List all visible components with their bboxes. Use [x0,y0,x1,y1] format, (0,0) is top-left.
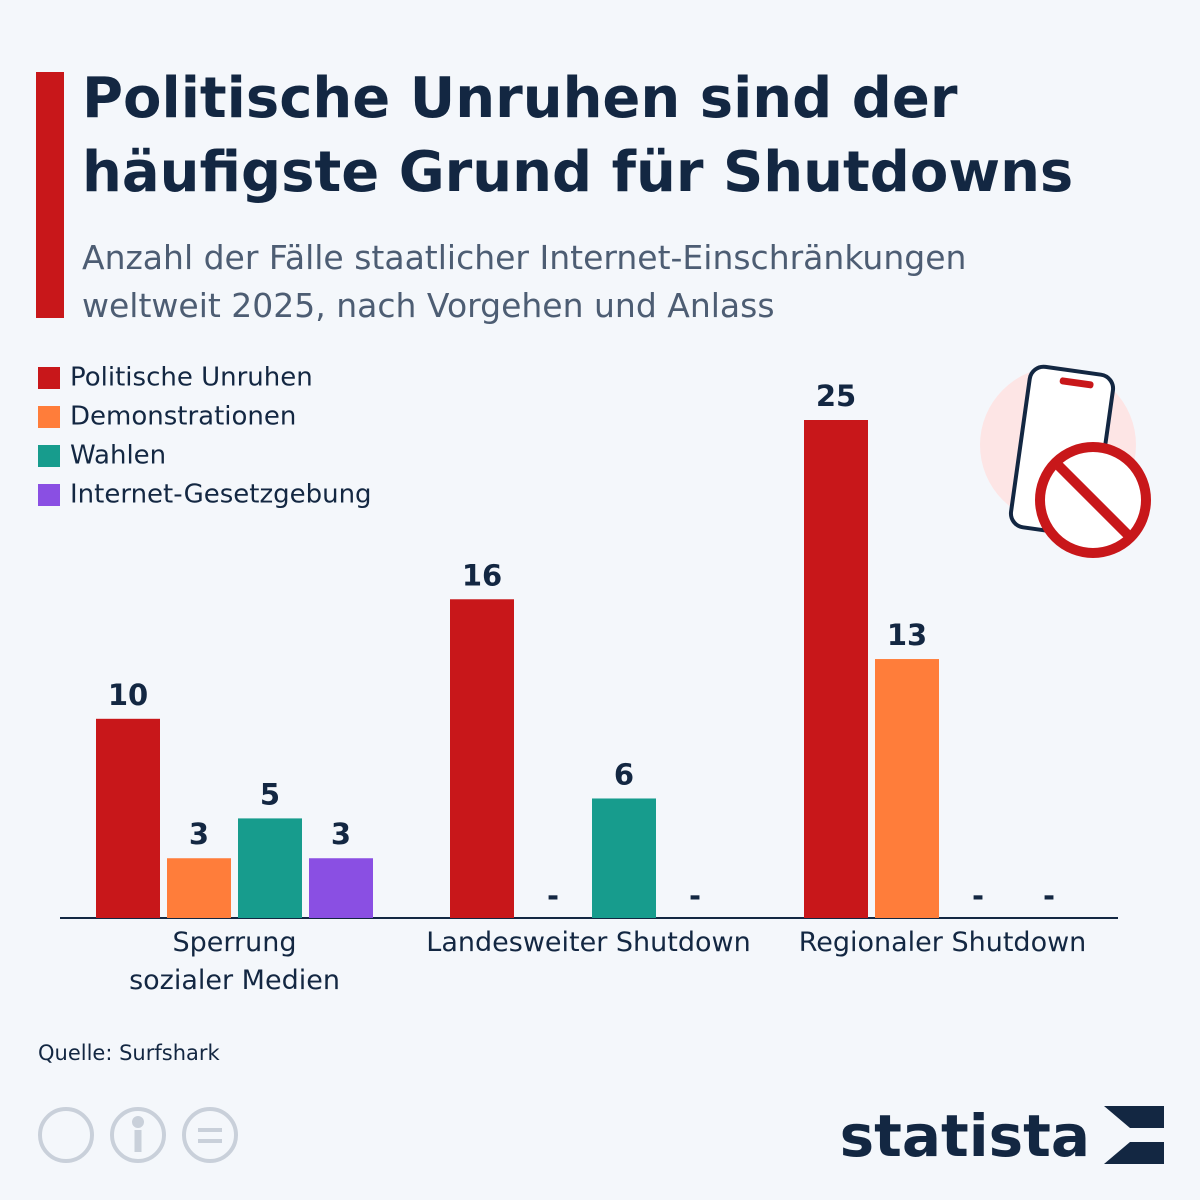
legend-swatch [38,406,60,428]
legend-label: Internet-Gesetzgebung [70,480,372,510]
phone-icon [980,364,1151,558]
value-label: - [972,879,984,913]
value-label: 3 [331,817,351,851]
legend-swatch [38,367,60,389]
legend-swatch [38,445,60,467]
license-icons [38,1107,238,1163]
value-label: - [1043,879,1055,913]
value-label: 13 [887,618,927,652]
legend-swatch [38,484,60,506]
legend-label: Demonstrationen [70,402,296,432]
legend-label: Wahlen [70,441,166,471]
x-tick-label: Sperrung sozialer Medien [129,927,340,996]
bar [167,858,231,918]
subtitle: Anzahl der Fälle staatlicher Internet-Ei… [82,238,967,325]
bar [96,718,160,918]
brand-logo [1104,1106,1164,1164]
brand: statista [840,1102,1090,1170]
value-label: 16 [462,558,502,592]
value-label: - [689,879,701,913]
value-label: - [547,879,559,913]
title: Politische Unruhen sind der häufigste Gr… [82,66,1074,205]
value-label: 25 [816,379,856,413]
bar [309,858,373,918]
bar [592,798,656,918]
bar [804,420,868,918]
accent-bar [36,72,64,318]
source: Quelle: Surfshark [38,1041,221,1065]
x-tick-label: Regionaler Shutdown [798,927,1087,958]
value-label: 10 [108,678,148,712]
bar [238,818,302,918]
bar [875,659,939,918]
x-tick-label: Landesweiter Shutdown [426,927,751,958]
value-label: 3 [189,817,209,851]
legend-label: Politische Unruhen [70,363,313,393]
bar [450,599,514,918]
value-label: 6 [614,757,634,791]
value-label: 5 [260,777,280,811]
